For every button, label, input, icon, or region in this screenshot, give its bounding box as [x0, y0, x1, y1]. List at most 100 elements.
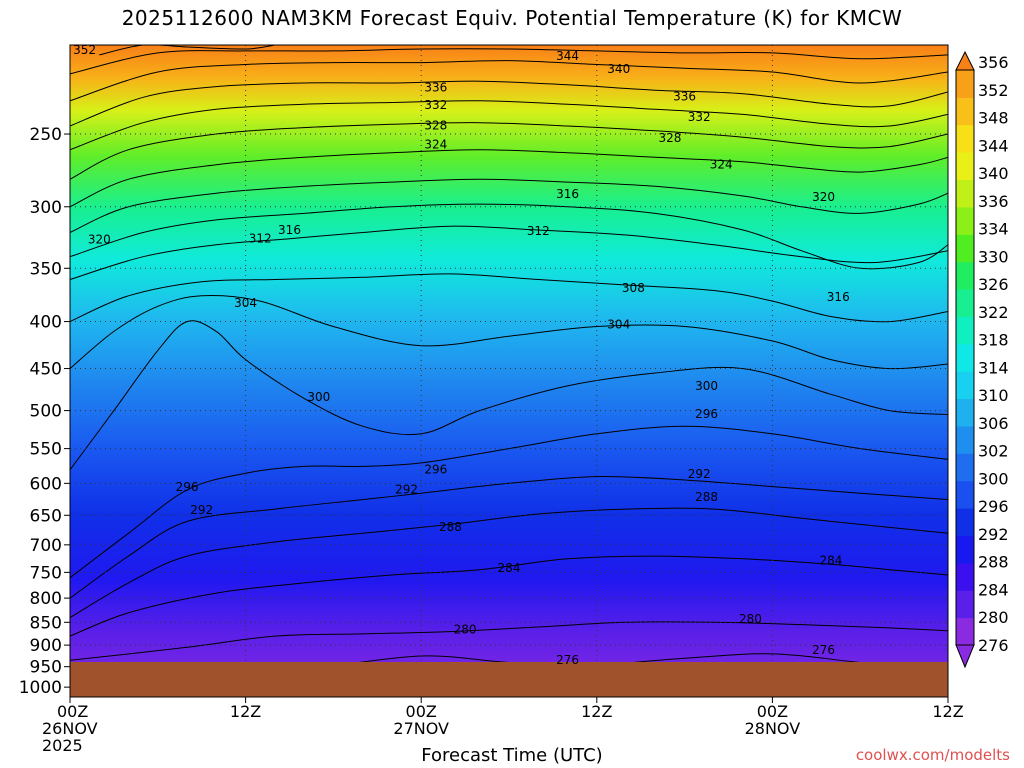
contour-label: 336 [424, 81, 447, 95]
contour-layer [70, 45, 948, 678]
colorbar-label: 344 [978, 136, 1009, 155]
colorbar-label: 306 [978, 414, 1009, 433]
contour-label: 316 [278, 223, 301, 237]
colorbar-segment [956, 371, 974, 400]
contour-label: 284 [498, 561, 521, 575]
x-tick-label: 12Z [581, 702, 612, 721]
colorbar-label: 288 [978, 553, 1009, 572]
contour-label: 288 [695, 490, 718, 504]
contour-label: 292 [395, 483, 418, 497]
y-tick-label: 650 [30, 506, 62, 526]
x-tick-label: 00Z [406, 702, 437, 721]
colorbar-label: 322 [978, 303, 1009, 322]
x-tick-label: 28NOV [745, 719, 801, 738]
contour-label: 280 [454, 622, 477, 636]
contour-label: 332 [424, 98, 447, 112]
contour-label: 304 [607, 318, 630, 332]
contour-label: 276 [812, 643, 835, 657]
colorbar-label: 276 [978, 636, 1009, 655]
contour-label: 340 [607, 62, 630, 76]
contour-label: 316 [556, 187, 579, 201]
colorbar-segment [956, 453, 974, 482]
contour-line-332 [70, 100, 948, 151]
contour-label: 296 [424, 462, 447, 476]
contour-line-344 [70, 48, 948, 75]
colorbar-segment [956, 590, 974, 619]
contour-label: 296 [176, 480, 199, 494]
colorbar-segment [956, 179, 974, 208]
x-tick-label: 12Z [932, 702, 963, 721]
chart-title: 2025112600 NAM3KM Forecast Equiv. Potent… [121, 6, 903, 30]
colorbar-label: 348 [978, 109, 1009, 128]
colorbar-segment [956, 289, 974, 317]
y-tick-label: 250 [30, 125, 62, 145]
contour-label: 312 [249, 231, 272, 245]
contour-line-316 [70, 203, 948, 270]
contour-line-308 [70, 273, 948, 323]
colorbar-segment [956, 343, 974, 372]
contour-label-layer: 352 344 340 336 336 332 332 328 328 324 324 320 320 3… [73, 43, 850, 667]
contour-label: 316 [827, 290, 850, 304]
colorbar-segment [956, 398, 974, 427]
contour-label: 320 [88, 233, 111, 247]
contour-line-348 [99, 45, 275, 56]
colorbar-label: 314 [978, 358, 1009, 377]
plot-area [70, 45, 948, 697]
contour-label: 276 [556, 653, 579, 667]
contour-label: 328 [659, 131, 682, 145]
colorbar-segment [956, 206, 974, 235]
colorbar-segment [956, 234, 974, 263]
y-tick-label: 700 [30, 536, 62, 556]
y-tick-label: 600 [30, 474, 62, 494]
contour-label: 292 [190, 503, 213, 517]
y-tick-label: 500 [30, 402, 62, 422]
contour-line-312 [70, 225, 948, 280]
contour-line-328 [70, 122, 948, 180]
contour-label: 332 [688, 110, 711, 124]
contour-label: 296 [695, 407, 718, 421]
colorbar-label: 300 [978, 469, 1009, 488]
contour-label: 304 [234, 296, 257, 310]
colorbar-label: 326 [978, 275, 1009, 294]
y-tick-label: 550 [30, 440, 62, 460]
colorbar-segment [956, 152, 974, 181]
contour-label: 324 [424, 137, 447, 151]
x-tick-label: 26NOV [42, 719, 98, 738]
contour-label: 344 [556, 49, 579, 63]
colorbar-bottom-arrow [955, 644, 975, 669]
y-tick-label: 350 [30, 259, 62, 279]
colorbar-label: 340 [978, 164, 1009, 183]
colorbar-label: 352 [978, 81, 1009, 100]
colorbar-label: 302 [978, 442, 1009, 461]
contour-label: 324 [710, 157, 733, 171]
colorbar-top-arrow [955, 50, 975, 71]
x-axis-label: Forecast Time (UTC) [421, 745, 603, 766]
colorbar-label: 280 [978, 608, 1009, 627]
colorbar-segment [956, 124, 974, 153]
ground-surface [70, 662, 948, 697]
contour-line-352 [99, 45, 103, 46]
colorbar-label: 318 [978, 331, 1009, 350]
contour-line-288 [70, 507, 948, 619]
y-tick-label: 800 [30, 589, 62, 609]
colorbar-label: 292 [978, 525, 1009, 544]
x-tick-label: 00Z [57, 702, 88, 721]
contour-label: 328 [424, 118, 447, 132]
colorbar-label: 334 [978, 220, 1009, 239]
contour-line-284 [70, 555, 948, 637]
colorbar-segment [956, 70, 974, 98]
contour-line-280 [70, 621, 948, 661]
colorbar-segment [956, 425, 974, 454]
x-tick-label: 2025 [42, 736, 83, 755]
plot-frame [69, 44, 949, 698]
contour-line-340 [70, 60, 948, 102]
y-tick-label: 400 [30, 313, 62, 333]
x-tick-label: 12Z [230, 702, 261, 721]
contour-label: 312 [527, 224, 550, 238]
credit-text: coolwx.com/modelts [855, 746, 1010, 764]
colorbar-label: 284 [978, 580, 1009, 599]
contour-line-292 [70, 476, 948, 599]
colorbar-segment [956, 508, 974, 536]
